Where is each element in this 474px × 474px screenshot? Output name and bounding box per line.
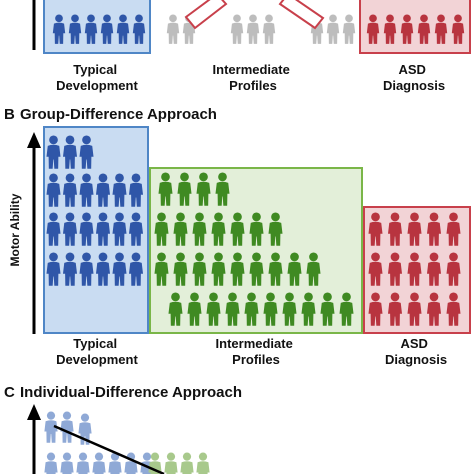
person-icon: [180, 452, 194, 474]
person-icon: [92, 452, 106, 474]
person-icon: [164, 452, 178, 474]
arrow-up-icon: [27, 132, 41, 148]
person-icon: [60, 452, 74, 474]
panel-c-slope-line: [53, 424, 165, 474]
panel-c-title: Individual-Difference Approach: [20, 384, 242, 401]
panel-c-arrow-up-icon: [27, 404, 41, 420]
panel-b-label-intermediate: Intermediate Profiles: [216, 336, 297, 367]
person-icon: [196, 452, 210, 474]
person-icon: [326, 14, 340, 44]
person-icon: [60, 411, 74, 443]
panel-b-label-typical: Typical Development: [56, 336, 138, 367]
panel-a-label-asd: ASD Diagnosis: [383, 62, 445, 93]
panel-c-letter: C: [4, 384, 15, 401]
panel-c: C Individual-Difference Approach: [4, 384, 242, 474]
person-icon: [76, 452, 90, 474]
person-icon: [262, 14, 276, 44]
panel-a-arrow-left: [184, 0, 228, 30]
panel-b-title: Group-Difference Approach: [20, 106, 217, 123]
person-icon: [246, 14, 260, 44]
panel-a: Typical Development Intermediate Profile…: [32, 0, 471, 93]
panel-a-arrow-right: [278, 0, 325, 30]
panel-b-label-asd: ASD Diagnosis: [385, 336, 447, 367]
panel-a-label-typical: Typical Development: [56, 62, 138, 93]
panel-c-figures: [44, 411, 210, 474]
person-icon: [166, 14, 180, 44]
panel-a-label-intermediate: Intermediate Profiles: [213, 62, 294, 93]
panel-b-letter: B: [4, 106, 15, 123]
person-icon: [44, 452, 58, 474]
panel-b: B Group-Difference Approach Motor Abilit…: [4, 106, 471, 367]
person-icon: [342, 14, 356, 44]
person-icon: [230, 14, 244, 44]
panel-b-y-axis-label: Motor Ability: [8, 193, 22, 266]
person-icon: [124, 452, 138, 474]
